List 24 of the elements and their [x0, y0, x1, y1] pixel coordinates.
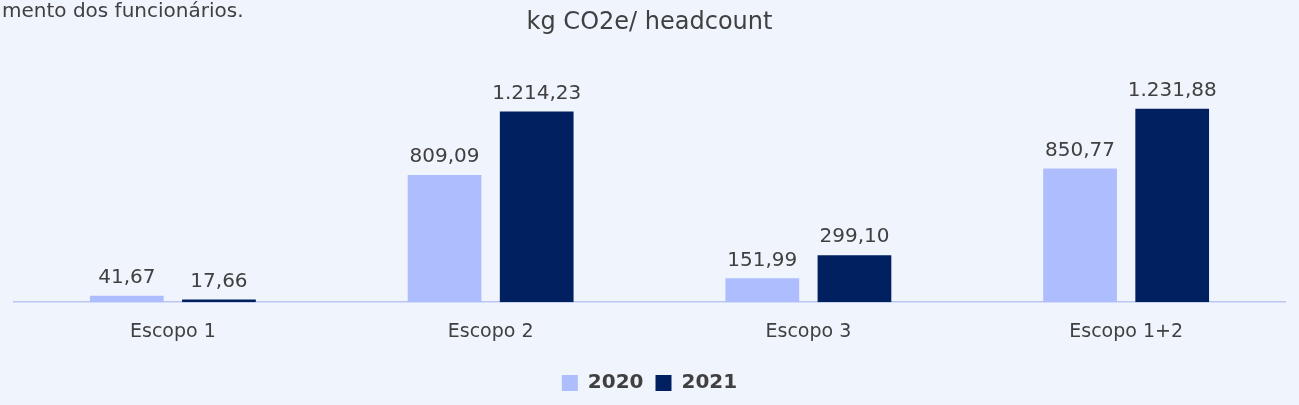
x-tick-label: Escopo 1+2: [1069, 318, 1184, 341]
data-label: 151,99: [727, 246, 798, 271]
bar: [407, 175, 482, 303]
data-label: 850,77: [1045, 136, 1116, 161]
bar: [89, 295, 164, 303]
x-tick-label: Escopo 1: [129, 318, 216, 341]
data-label: 17,66: [190, 267, 248, 292]
bar: [725, 278, 800, 303]
data-label: 1.231,88: [1127, 76, 1217, 101]
bar: [1043, 168, 1117, 303]
bar: [499, 111, 574, 303]
text: mento dos funcionários.: [2, 0, 244, 23]
data-label: 809,09: [409, 143, 480, 168]
chart-title: kg CO2e/ headcount: [526, 6, 773, 35]
x-tick-label: Escopo 3: [765, 318, 852, 341]
data-label: 299,10: [819, 223, 890, 248]
x-tick-label: Escopo 2: [447, 318, 534, 341]
bar: [182, 299, 256, 303]
bar: [817, 255, 892, 303]
data-label: 41,67: [98, 263, 156, 288]
bar: [1135, 108, 1210, 303]
legend-label: 2021: [681, 369, 738, 394]
legend-label: 2020: [587, 369, 644, 394]
data-label: 1.214,23: [492, 79, 582, 104]
